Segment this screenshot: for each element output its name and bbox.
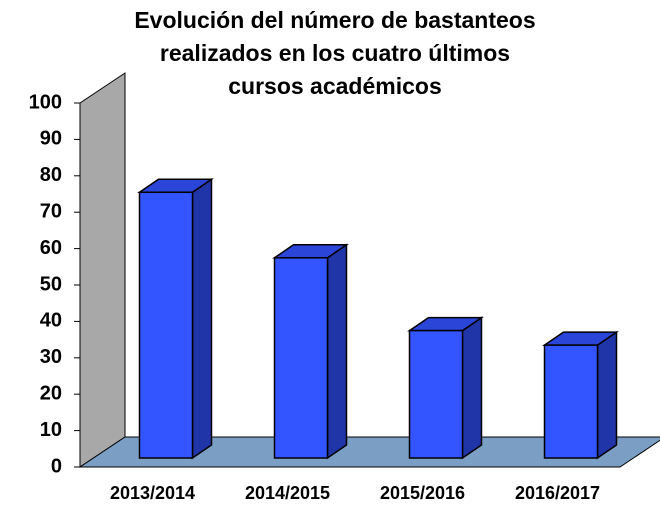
bar (138, 191, 194, 459)
bar-side (191, 177, 213, 460)
bar (273, 257, 329, 459)
x-tick-label: 2014/2015 (245, 483, 330, 503)
x-tick-label: 2016/2017 (515, 483, 600, 503)
bar (408, 329, 464, 459)
bar-side (596, 330, 618, 460)
x-tick-label: 2013/2014 (110, 483, 195, 503)
y-tick-label: 0 (51, 455, 62, 477)
y-tick-label: 60 (40, 237, 62, 259)
x-tick-label: 2015/2016 (380, 483, 465, 503)
y-tick-label: 10 (40, 419, 62, 441)
floor (78, 436, 660, 468)
y-tick-label: 100 (29, 91, 62, 113)
y-tick-label: 80 (40, 164, 62, 186)
back-wall (79, 72, 126, 468)
chart-title: realizados en los cuatro últimos (160, 40, 510, 66)
y-tick-label: 30 (40, 346, 62, 368)
chart-title: cursos académicos (228, 73, 442, 99)
y-tick-label: 20 (40, 382, 62, 404)
bar (543, 344, 599, 459)
y-tick-label: 40 (40, 310, 62, 332)
bar-side (461, 316, 483, 460)
y-tick-label: 50 (40, 273, 62, 295)
y-tick-label: 70 (40, 200, 62, 222)
chart-title: Evolución del número de bastanteos (134, 7, 535, 33)
y-tick-label: 90 (40, 128, 62, 150)
bar-side (326, 243, 348, 460)
